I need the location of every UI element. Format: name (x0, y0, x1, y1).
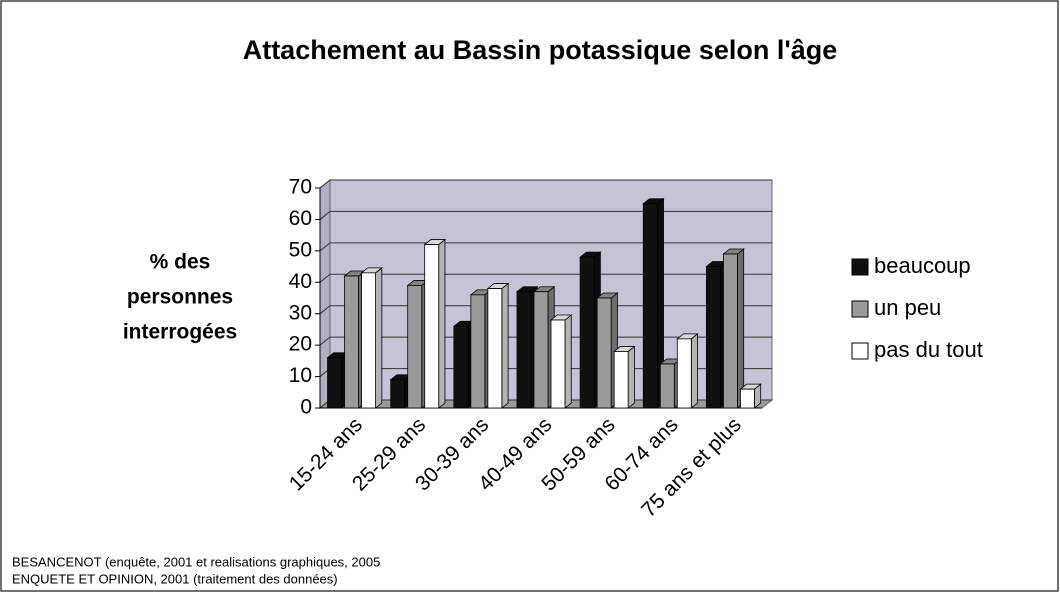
bar (723, 253, 738, 409)
legend-label: pas du tout (874, 337, 983, 362)
bar-side (737, 248, 745, 409)
bar (327, 357, 342, 409)
y-tick-label: 30 (289, 301, 312, 324)
y-tick-label: 0 (300, 396, 312, 419)
bar (361, 272, 376, 409)
y-axis-label: personnes (127, 286, 233, 309)
grid-line (319, 273, 331, 283)
y-axis-label: % des (150, 251, 211, 274)
legend-swatch (851, 342, 869, 360)
bar (550, 319, 566, 409)
grid-line (319, 211, 331, 220)
bar (596, 297, 612, 409)
bar-side (627, 345, 635, 409)
bar (659, 363, 675, 409)
bar (407, 285, 423, 409)
bar (453, 325, 469, 409)
y-tick-label: 50 (289, 238, 312, 261)
bar (613, 351, 629, 409)
y-tick-label: 40 (289, 270, 312, 293)
legend-swatch (851, 300, 869, 318)
source: ENQUETE ET OPINION, 2001 (traitement des… (12, 571, 338, 586)
grid-line (319, 242, 331, 252)
bar (390, 379, 406, 409)
grid-line (319, 179, 331, 189)
bar (676, 338, 692, 409)
y-axis-label: interrogées (123, 321, 237, 344)
bar (470, 294, 486, 409)
grid-line (319, 305, 331, 315)
source: BESANCENOT (enquête, 2001 et realisation… (12, 554, 380, 569)
y-tick-label: 10 (289, 364, 312, 387)
bar-side (375, 267, 383, 409)
bar (706, 266, 721, 409)
bar-side (564, 314, 572, 409)
legend-swatch (851, 258, 869, 276)
legend-label: un peu (874, 295, 941, 320)
bar-side (438, 238, 446, 409)
bar (487, 288, 503, 409)
bar (344, 275, 359, 409)
bar-side (690, 333, 698, 409)
chart-title: Attachement au Bassin potassique selon l… (243, 35, 838, 65)
bar (579, 256, 595, 409)
y-tick-label: 70 (289, 176, 312, 199)
bar (740, 388, 755, 409)
bar (516, 291, 532, 409)
y-tick-label: 60 (289, 207, 312, 230)
bar-side (501, 282, 509, 409)
bar (533, 291, 549, 409)
grid-line (319, 336, 331, 346)
y-tick-label: 20 (289, 333, 312, 356)
bar (424, 244, 440, 409)
legend-label: beaucoup (874, 253, 971, 278)
bar (642, 203, 658, 409)
